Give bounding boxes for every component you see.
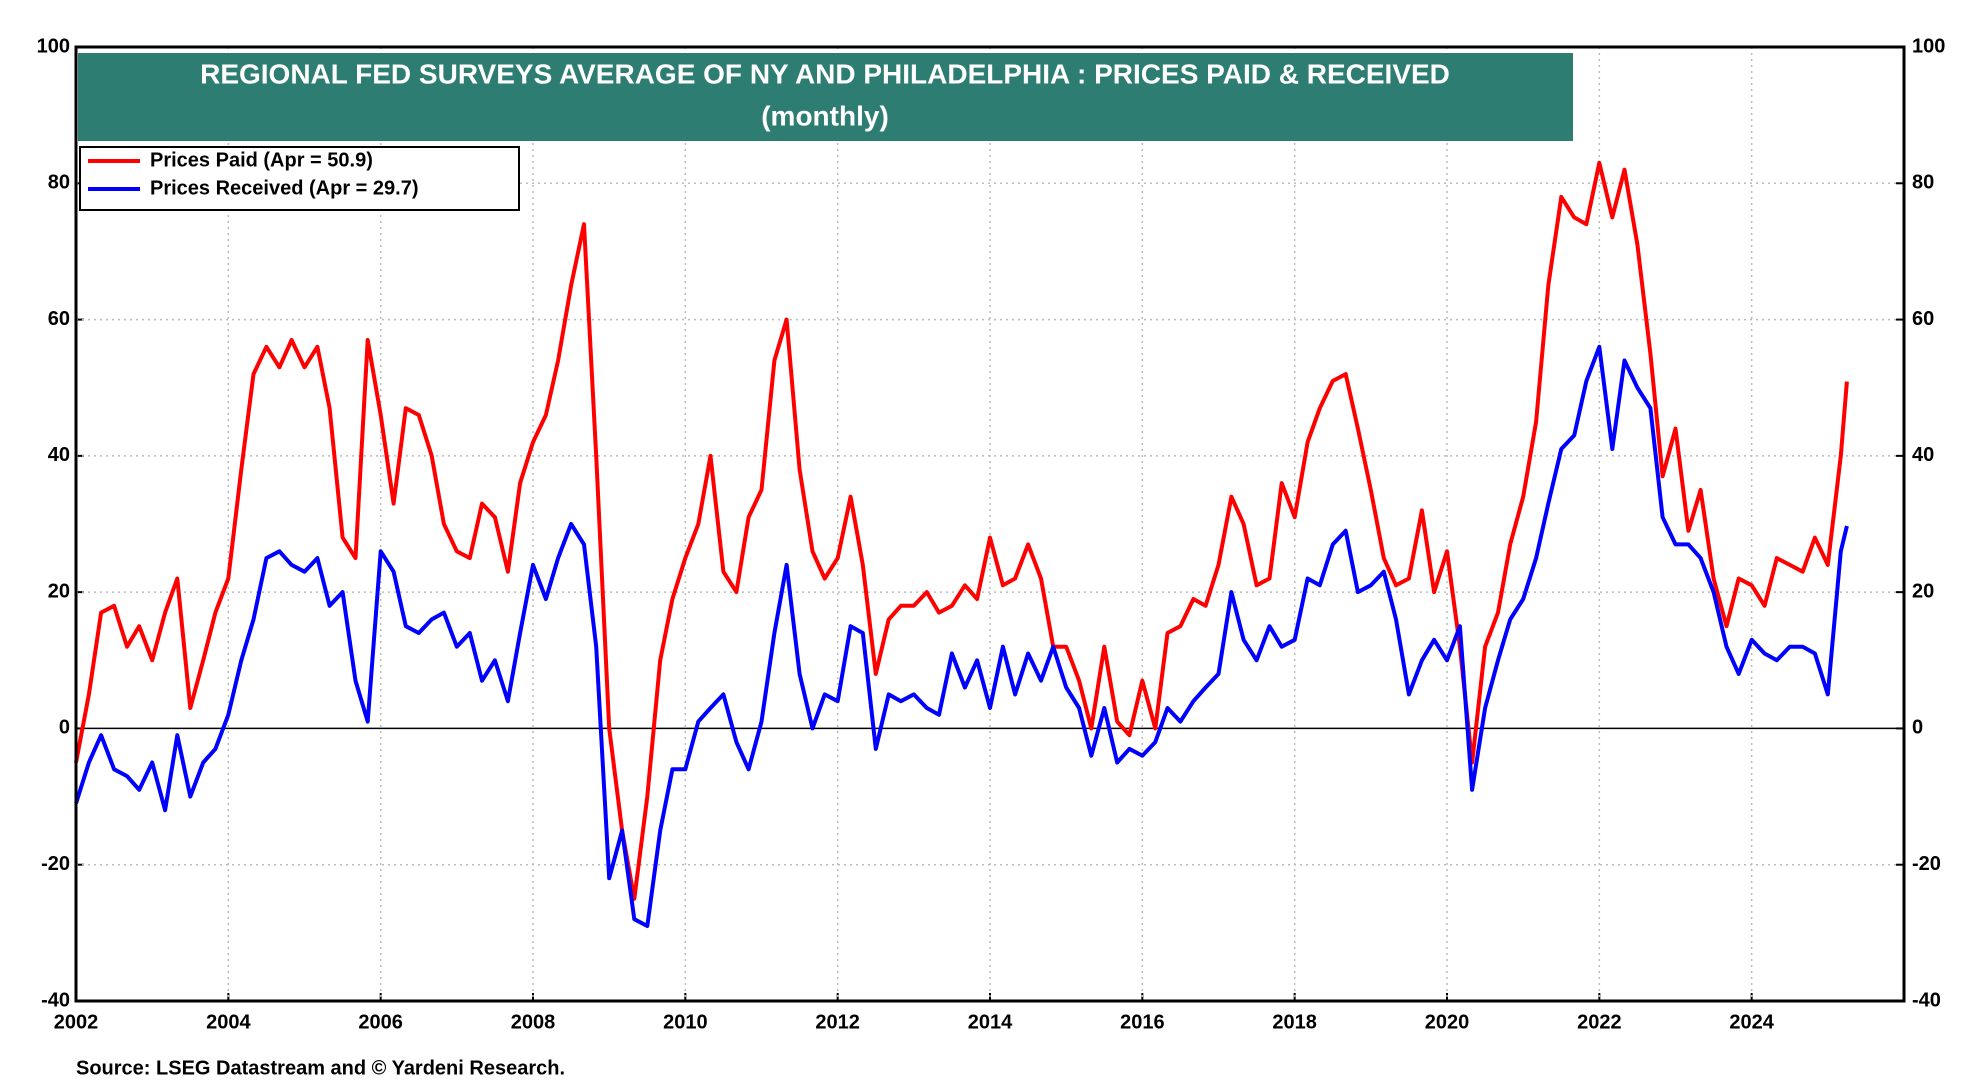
legend-label: Prices Paid (Apr = 50.9) [150,149,373,171]
lines [74,160,1849,928]
y2-tick-label: -40 [1912,989,1941,1011]
y-tick-label: 40 [48,444,70,466]
plot-frame [74,45,1906,1003]
y2-tick-label: -20 [1912,853,1941,875]
y-tick-label: 20 [48,580,70,602]
x-tick-label: 2002 [54,1011,99,1033]
y-tick-label: -20 [41,853,70,875]
source: Source: LSEG Datastream and © Yardeni Re… [76,1057,565,1079]
legend-label: Prices Received (Apr = 29.7) [150,177,418,199]
y2-tick-label: 20 [1912,580,1934,602]
y2-tick-label: 40 [1912,444,1934,466]
x-tick-label: 2010 [663,1011,708,1033]
y-tick-label: 80 [48,172,70,194]
x-tick-label: 2006 [358,1011,403,1033]
x-tick-label: 2020 [1425,1011,1470,1033]
title-box [78,53,1573,141]
chart-subtitle: (monthly) [761,100,889,131]
x-tick-label: 2004 [206,1011,251,1033]
x-tick-label: 2022 [1577,1011,1622,1033]
y-tick-label: 60 [48,308,70,330]
y2-tick-label: 100 [1912,35,1945,57]
series-line [74,344,1849,928]
x-tick-label: 2018 [1272,1011,1317,1033]
x-tick-label: 2012 [815,1011,860,1033]
y2-tick-label: 80 [1912,172,1934,194]
x-tick-label: 2024 [1729,1011,1774,1033]
x-tick-label: 2014 [968,1011,1013,1033]
y-tick-label: -40 [41,989,70,1011]
legend-box [79,146,520,211]
y2-tick-label: 60 [1912,308,1934,330]
chart-title: REGIONAL FED SURVEYS AVERAGE OF NY AND P… [200,58,1450,89]
x-tick-label: 2008 [511,1011,556,1033]
y-tick-label: 0 [59,717,70,739]
legend: Prices Paid (Apr = 50.9) Prices Received … [79,146,520,211]
y2-tick-label: 0 [1912,717,1923,739]
y-tick-label: 100 [37,35,70,57]
x-tick-label: 2016 [1120,1011,1165,1033]
series-line [74,160,1849,901]
